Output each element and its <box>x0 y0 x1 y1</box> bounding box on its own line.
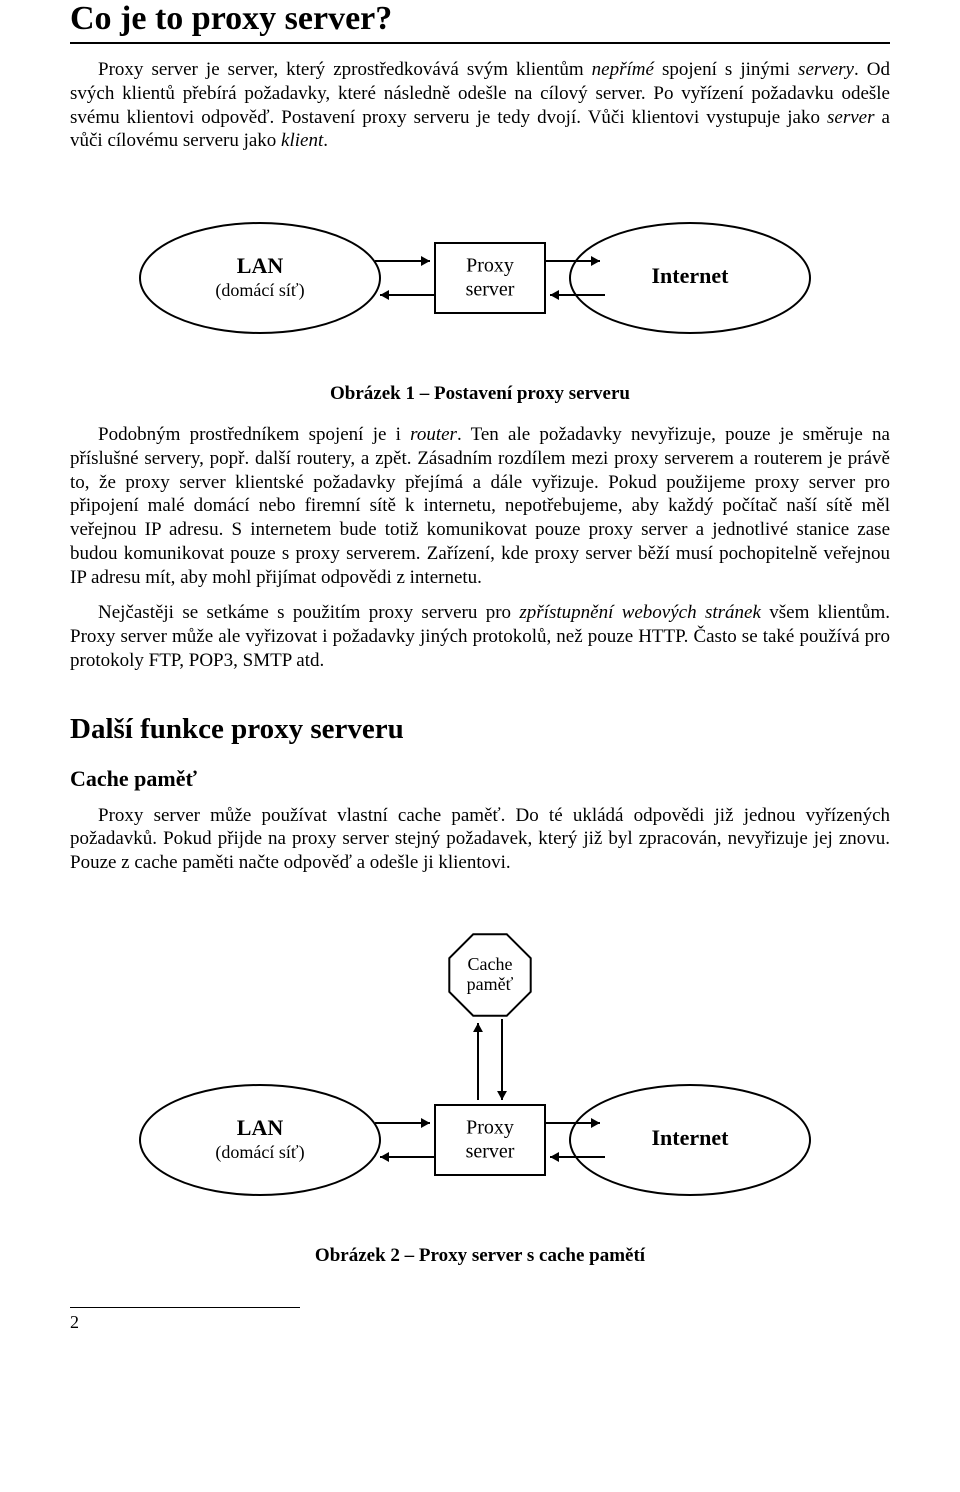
svg-text:Cache: Cache <box>468 954 513 974</box>
page-title: Co je to proxy server? <box>70 0 890 44</box>
text: . Ten ale požadavky nevyřizuje, pouze je… <box>70 424 890 588</box>
paragraph-4: Proxy server může používat vlastní cache… <box>70 804 890 875</box>
caption-1: Obrázek 1 – Postavení proxy serveru <box>70 383 890 405</box>
text-italic: server <box>827 107 874 128</box>
svg-text:Proxy: Proxy <box>466 1116 514 1138</box>
paragraph-2: Podobným prostředníkem spojení je i rout… <box>70 423 890 589</box>
svg-text:Proxy: Proxy <box>466 255 514 277</box>
section-heading: Další funkce proxy serveru <box>70 713 890 746</box>
svg-text:Internet: Internet <box>652 263 730 288</box>
text-italic: servery <box>798 59 854 80</box>
page: Co je to proxy server? Proxy server je s… <box>0 0 960 1363</box>
footer-rule <box>70 1307 300 1308</box>
page-number: 2 <box>70 1312 890 1333</box>
paragraph-3: Nejčastěji se setkáme s použitím proxy s… <box>70 601 890 672</box>
text-italic: klient <box>281 130 323 151</box>
caption-2: Obrázek 2 – Proxy server s cache pamětí <box>70 1245 890 1267</box>
text-italic: nepřímé <box>592 59 662 80</box>
paragraph-1: Proxy server je server, který zprostředk… <box>70 58 890 153</box>
diagram-2: LAN(domácí síť) Internet Cachepaměť Proxyse… <box>130 925 830 1215</box>
text: . <box>323 130 328 151</box>
text: Podobným prostředníkem spojení je i <box>98 424 410 445</box>
diagram-1: LAN(domácí síť) Internet Proxyserver <box>130 203 830 353</box>
svg-text:Internet: Internet <box>652 1125 730 1150</box>
svg-text:(domácí síť): (domácí síť) <box>215 280 304 301</box>
text: spojení s jinými <box>662 59 798 80</box>
diagram-2-container: LAN(domácí síť) Internet Cachepaměť Proxyse… <box>70 925 890 1215</box>
svg-text:LAN: LAN <box>237 1115 284 1140</box>
svg-text:(domácí síť): (domácí síť) <box>215 1142 304 1163</box>
text: Nejčastěji se setkáme s použitím proxy s… <box>98 602 519 623</box>
svg-text:LAN: LAN <box>237 253 284 278</box>
text: Proxy server je server, který zprostředk… <box>98 59 592 80</box>
svg-text:paměť: paměť <box>467 974 514 994</box>
subsection-heading: Cache paměť <box>70 766 890 792</box>
text-italic: router <box>410 424 457 445</box>
svg-text:server: server <box>466 1140 515 1162</box>
text-italic: zpřístupnění webových stránek <box>519 602 761 623</box>
svg-text:server: server <box>466 279 515 301</box>
diagram-1-container: LAN(domácí síť) Internet Proxyserver <box>70 203 890 353</box>
